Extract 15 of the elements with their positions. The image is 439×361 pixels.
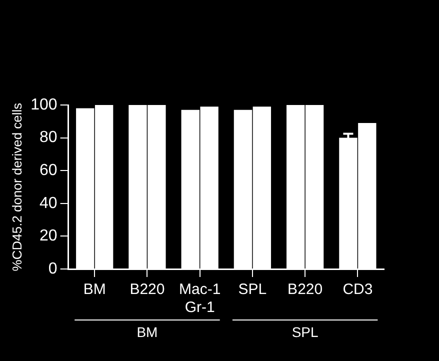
x-tick-label: BM bbox=[83, 281, 106, 298]
y-tick-label: 80 bbox=[40, 129, 58, 146]
x-tick-label: B220 bbox=[130, 281, 165, 298]
y-axis-title: %CD45.2 donor derived cells bbox=[9, 102, 24, 272]
y-tick-label: 0 bbox=[48, 260, 58, 278]
y-tick-label: 60 bbox=[40, 162, 58, 180]
x-tick-label: SPL bbox=[238, 281, 267, 298]
y-tick-label: 20 bbox=[40, 228, 58, 245]
x-tick-label: CD3 bbox=[342, 281, 373, 298]
text: BM bbox=[136, 324, 158, 340]
y-tick-label: 40 bbox=[40, 194, 58, 212]
text: SPL bbox=[292, 324, 319, 340]
x-tick-label: Mac-1 Gr-1 bbox=[178, 281, 221, 316]
x-tick-label: B220 bbox=[288, 281, 323, 298]
y-tick-label: 100 bbox=[30, 96, 58, 114]
